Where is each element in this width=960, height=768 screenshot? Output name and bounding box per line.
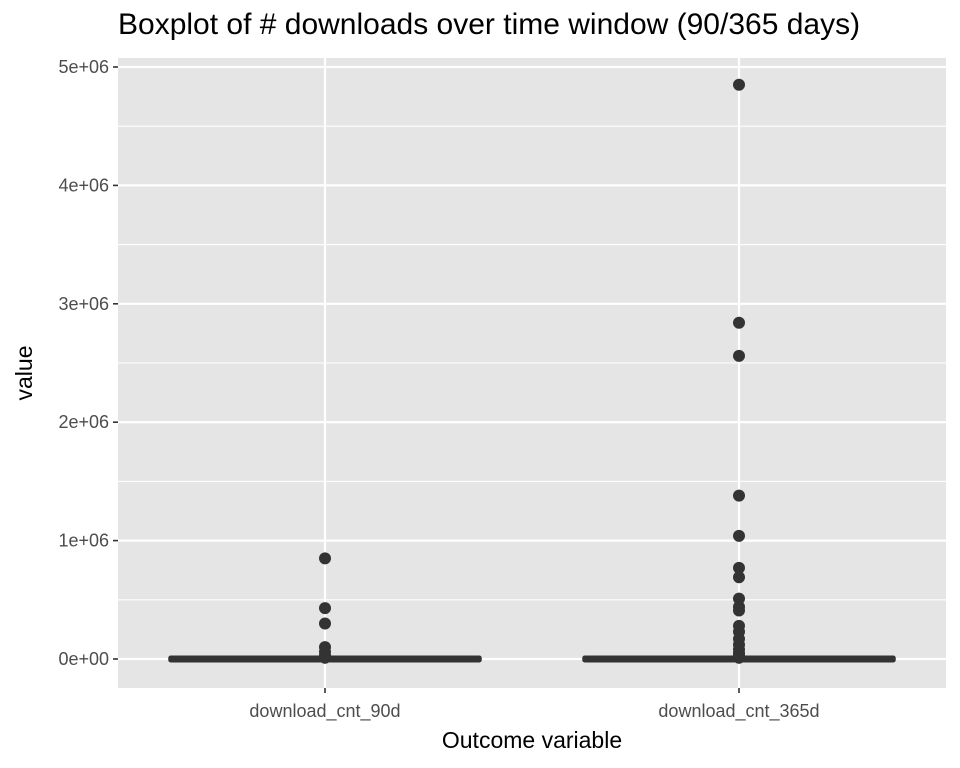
outlier-point	[733, 561, 745, 574]
outlier-point	[733, 349, 745, 362]
outlier-point	[733, 529, 745, 542]
chart-title: Boxplot of # downloads over time window …	[118, 8, 861, 41]
outlier-point	[733, 651, 745, 664]
y-tick-label: 0e+00	[58, 649, 109, 669]
outlier-point	[319, 552, 331, 565]
y-tick-label: 5e+06	[58, 57, 109, 77]
outlier-point	[319, 617, 331, 630]
outlier-point	[733, 316, 745, 329]
x-tick-label: download_cnt_90d	[249, 701, 400, 722]
y-tick-label: 1e+06	[58, 531, 109, 551]
outlier-point	[733, 592, 745, 605]
y-tick-label: 3e+06	[58, 294, 109, 314]
outlier-point	[733, 489, 745, 502]
outlier-point	[733, 604, 745, 617]
plot-panel	[118, 58, 946, 688]
y-axis-title: value	[11, 346, 37, 401]
outlier-point	[319, 651, 331, 664]
x-tick-label: download_cnt_365d	[658, 701, 819, 722]
y-tick-label: 2e+06	[58, 412, 109, 432]
x-axis-title: Outcome variable	[442, 727, 622, 753]
outlier-point	[733, 78, 745, 91]
outlier-point	[319, 602, 331, 615]
y-tick-label: 4e+06	[58, 175, 109, 195]
outlier-point	[733, 571, 745, 584]
